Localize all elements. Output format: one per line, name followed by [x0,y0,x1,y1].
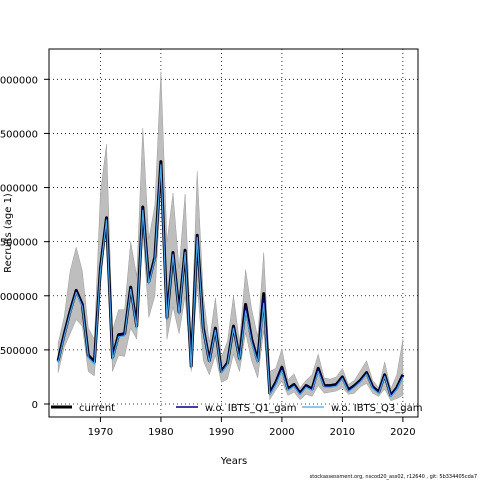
x-tick-label-5: 2020 [390,427,415,438]
x-axis: 1970 1980 1990 2000 2010 2020 [88,417,416,438]
y-axis: 0 500000 1000000 1500000 2000000 2500000 30000… [0,75,49,411]
y-tick-label-2: 1000000 [0,292,38,303]
y-tick-label-3: 1500000 [0,238,38,249]
x-tick-label-2: 1990 [209,427,234,438]
uncertainty-band [57,71,404,402]
x-tick-label-1: 1980 [148,427,173,438]
y-tick-label-0: 0 [32,400,38,411]
legend-label-1: w.o. IBTS_Q1_gam [205,403,296,414]
x-tick-label-4: 2010 [330,427,355,438]
series-line-2 [57,164,404,398]
y-tick-label-1: 500000 [0,346,38,357]
footer-note: stockassessment.org, nscod20_ass02, r126… [310,474,477,480]
x-tick-label-3: 2000 [269,427,294,438]
y-tick-label-5: 2500000 [0,129,38,140]
y-tick-label-4: 2000000 [0,184,38,195]
confidence-band [57,71,404,402]
series-lines [56,160,405,398]
legend-label-0: current [79,403,115,414]
legend: current w.o. IBTS_Q1_gam w.o. IBTS_Q3_gam [51,403,422,414]
x-tick-label-0: 1970 [88,427,113,438]
x-axis-title: Years [220,456,247,467]
plot-frame [48,48,419,418]
legend-label-2: w.o. IBTS_Q3_gam [331,403,422,414]
y-tick-label-6: 3000000 [0,75,38,86]
y-axis-title: Recruits (age 1) [3,193,14,273]
